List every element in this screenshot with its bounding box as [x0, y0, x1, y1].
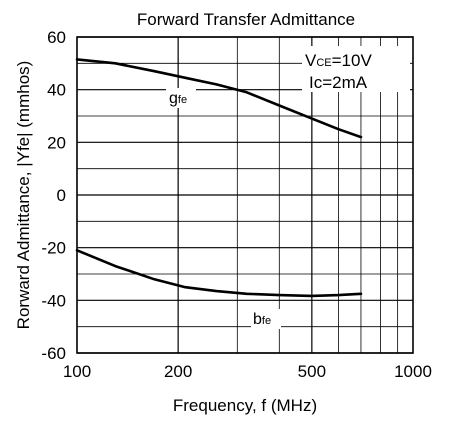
- plot-frame: [76, 36, 414, 354]
- chart-title: Forward Transfer Admittance: [137, 10, 355, 29]
- x-tick-label: 100: [63, 362, 91, 381]
- y-tick-label: 40: [47, 81, 66, 100]
- series-line-bfe: [75, 249, 363, 298]
- y-axis-label: Rorward Admittance, |Yfe| (mmhos): [14, 61, 33, 330]
- annotation-ic-symbol: Ic: [309, 73, 323, 92]
- annotation-vce-value: =10V: [332, 51, 373, 70]
- conditions-box: [302, 46, 410, 92]
- series-label-bfe-main: b: [253, 311, 262, 328]
- y-tick-label: 60: [47, 28, 66, 47]
- y-tick-label: -40: [41, 291, 66, 310]
- annotation-vce-symbol: V: [305, 51, 317, 70]
- annotation-ic-value: =2mA: [322, 73, 368, 92]
- x-axis-label: Frequency, f (MHz): [173, 396, 317, 415]
- annotation-vce: VCE=10V: [305, 51, 372, 70]
- x-tick-label: 500: [298, 362, 326, 381]
- x-tick-labels: 100 200 500 1000: [63, 362, 432, 381]
- x-tick-label: 200: [164, 362, 192, 381]
- series-label-bfe: bfe: [253, 311, 271, 328]
- y-tick-label: -20: [41, 239, 66, 258]
- series-lines: [75, 58, 363, 298]
- series-line-gfe: [75, 58, 363, 139]
- y-tick-label: -60: [41, 344, 66, 363]
- x-tick-label: 1000: [394, 362, 432, 381]
- series-label-gfe-main: g: [169, 90, 178, 107]
- annotation-ic: Ic=2mA: [309, 73, 368, 92]
- y-tick-label: 20: [47, 133, 66, 152]
- series-label-gfe: gfe: [169, 90, 187, 107]
- y-tick-labels: 60 40 20 0 -20 -40 -60: [41, 28, 66, 363]
- bfe-label-bg: [251, 309, 281, 329]
- series-label-bfe-sub: fe: [262, 315, 271, 327]
- y-tick-label: 0: [57, 186, 66, 205]
- gfe-label-bg: [166, 88, 196, 108]
- series-label-gfe-sub: fe: [178, 94, 187, 106]
- annotation-vce-sub: CE: [316, 57, 331, 69]
